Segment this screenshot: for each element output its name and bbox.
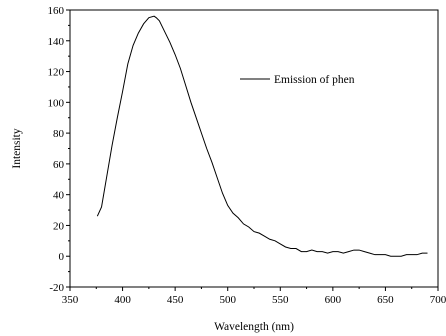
- y-axis: -20 0 20 40 60 80 100 120 140 160: [48, 5, 70, 294]
- y-tick-label: 100: [48, 97, 65, 109]
- x-axis: 350 400 450 500 550 600 650 700: [62, 287, 446, 306]
- x-axis-title: Wavelength (nm): [214, 321, 294, 333]
- x-tick-label: 450: [167, 294, 184, 306]
- x-tick-label: 650: [377, 294, 394, 306]
- legend-label: Emission of phen: [274, 74, 355, 86]
- x-tick-label: 400: [114, 294, 131, 306]
- y-tick-label: 80: [53, 128, 65, 140]
- y-tick-label: -20: [49, 282, 64, 294]
- x-tick-label: 700: [430, 294, 446, 306]
- y-tick-label: 0: [59, 251, 65, 263]
- y-tick-label: 20: [53, 220, 65, 232]
- x-tick-label: 350: [62, 294, 79, 306]
- y-tick-label: 40: [53, 190, 65, 202]
- y-tick-label: 120: [48, 67, 65, 79]
- chart-area: 350 400 450 500 550 600 650 700 -20 0 20 40 60 80 100…: [11, 5, 446, 333]
- x-tick-label: 550: [272, 294, 289, 306]
- x-tick-label: 500: [219, 294, 236, 306]
- x-tick-label: 600: [325, 294, 342, 306]
- y-axis-title: Intensity: [11, 128, 23, 168]
- y-tick-label: 140: [48, 36, 65, 48]
- series-line-emission-of-phen: [96, 15, 428, 257]
- legend: Emission of phen: [240, 74, 355, 86]
- y-tick-label: 60: [53, 159, 65, 171]
- y-tick-label: 160: [48, 5, 65, 17]
- plot-frame: [69, 9, 439, 288]
